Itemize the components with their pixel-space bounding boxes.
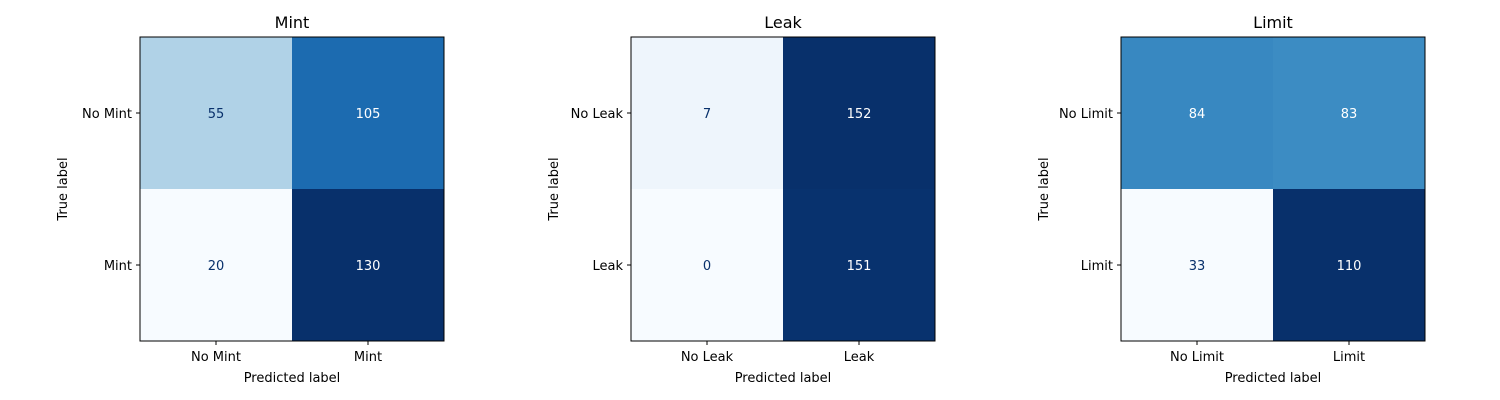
matrix-cell bbox=[631, 37, 783, 189]
matrix-cell bbox=[1121, 189, 1273, 341]
matrix-cell bbox=[631, 189, 783, 341]
matrix-cell bbox=[140, 37, 292, 189]
cell-value-label: 84 bbox=[1189, 107, 1206, 122]
matrix-cell bbox=[292, 37, 444, 189]
cell-value-label: 152 bbox=[847, 107, 872, 122]
chart-title: Mint bbox=[275, 13, 310, 32]
y-axis-label: True label bbox=[547, 157, 562, 221]
cell-value-label: 33 bbox=[1189, 259, 1206, 274]
confusion-matrix-panel-2: 84 83 33 110 Limit No Limit Limit No Limit Limit… bbox=[1037, 13, 1426, 386]
cell-value-label: 110 bbox=[1337, 259, 1362, 274]
y-tick-label: No Limit bbox=[1059, 107, 1113, 122]
matrix-cell bbox=[1273, 37, 1425, 189]
x-axis-label: Predicted label bbox=[244, 371, 341, 386]
y-tick-label: Limit bbox=[1081, 259, 1113, 274]
y-axis-label: True label bbox=[56, 157, 71, 221]
chart-title: Limit bbox=[1253, 13, 1293, 32]
cell-value-label: 7 bbox=[703, 107, 711, 122]
cell-value-label: 151 bbox=[847, 259, 872, 274]
cell-value-label: 105 bbox=[356, 107, 381, 122]
axes-frame bbox=[630, 36, 936, 342]
cell-value-label: 20 bbox=[208, 259, 225, 274]
confusion-matrix-panel-0: 55 105 20 130 Mint No Mint Mint No Mint Mint Pred… bbox=[56, 13, 445, 386]
x-tick-label: No Limit bbox=[1170, 350, 1224, 365]
cell-value-label: 55 bbox=[208, 107, 225, 122]
matrix-cell bbox=[783, 37, 935, 189]
cell-value-label: 0 bbox=[703, 259, 711, 274]
matrix-cell bbox=[1121, 37, 1273, 189]
x-axis-label: Predicted label bbox=[1225, 371, 1322, 386]
x-tick-label: Leak bbox=[844, 350, 875, 365]
x-axis-label: Predicted label bbox=[735, 371, 832, 386]
cell-value-label: 83 bbox=[1341, 107, 1358, 122]
confusion-matrix-panel-1: 7 152 0 151 Leak No Leak Leak No Leak Leak Predic… bbox=[547, 13, 936, 386]
y-axis-label: True label bbox=[1037, 157, 1052, 221]
y-tick-label: Mint bbox=[104, 259, 132, 274]
x-tick-label: Limit bbox=[1333, 350, 1365, 365]
matrix-cell bbox=[292, 189, 444, 341]
x-tick-label: No Mint bbox=[191, 350, 241, 365]
cell-value-label: 130 bbox=[356, 259, 381, 274]
matrix-cell bbox=[140, 189, 292, 341]
x-tick-label: No Leak bbox=[681, 350, 734, 365]
axes-frame bbox=[1120, 36, 1426, 342]
y-tick-label: No Leak bbox=[571, 107, 624, 122]
y-tick-label: Leak bbox=[592, 259, 623, 274]
chart-title: Leak bbox=[764, 13, 802, 32]
x-tick-label: Mint bbox=[354, 350, 382, 365]
y-tick-label: No Mint bbox=[82, 107, 132, 122]
matrix-cell bbox=[783, 189, 935, 341]
matrix-cell bbox=[1273, 189, 1425, 341]
axes-frame bbox=[139, 36, 445, 342]
